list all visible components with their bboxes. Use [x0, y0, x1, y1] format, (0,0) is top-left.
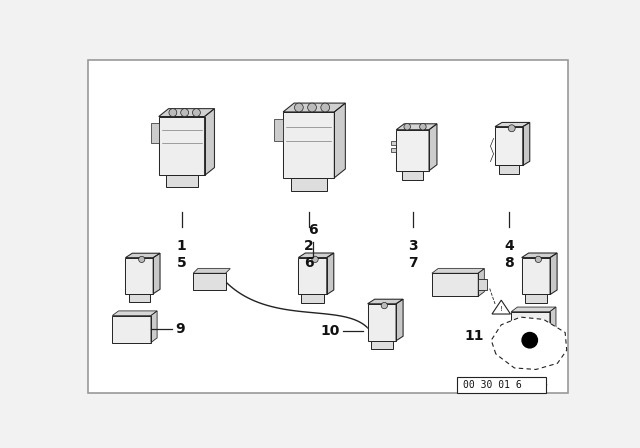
Polygon shape — [334, 103, 346, 178]
Polygon shape — [327, 253, 333, 294]
Bar — [371, 340, 393, 349]
Polygon shape — [283, 112, 334, 178]
Text: 11: 11 — [465, 329, 484, 344]
Polygon shape — [193, 269, 230, 273]
Circle shape — [321, 103, 330, 112]
Text: !: ! — [500, 306, 502, 312]
Bar — [478, 280, 488, 290]
Polygon shape — [368, 304, 396, 340]
Polygon shape — [396, 130, 429, 171]
Polygon shape — [495, 127, 523, 165]
Text: 3: 3 — [408, 238, 417, 253]
Polygon shape — [151, 311, 157, 343]
Bar — [193, 273, 225, 290]
Text: 1: 1 — [177, 238, 187, 253]
Bar — [291, 178, 326, 191]
Polygon shape — [550, 253, 557, 294]
Text: 6: 6 — [304, 255, 314, 270]
Circle shape — [404, 124, 410, 130]
Circle shape — [294, 103, 303, 112]
Polygon shape — [550, 307, 556, 336]
Circle shape — [522, 332, 538, 348]
Polygon shape — [432, 269, 484, 273]
Polygon shape — [522, 258, 550, 294]
Bar — [151, 123, 159, 143]
Polygon shape — [396, 124, 437, 130]
Circle shape — [381, 302, 387, 309]
Bar — [301, 294, 324, 303]
Bar — [432, 273, 478, 296]
Polygon shape — [523, 122, 530, 165]
Circle shape — [308, 103, 316, 112]
Bar — [458, 377, 546, 392]
Polygon shape — [298, 258, 327, 294]
Bar — [511, 312, 550, 336]
Polygon shape — [492, 317, 566, 370]
Circle shape — [180, 109, 189, 116]
Bar — [391, 148, 396, 151]
Polygon shape — [153, 253, 160, 294]
Polygon shape — [205, 109, 214, 176]
Polygon shape — [396, 299, 403, 340]
Bar — [129, 294, 150, 302]
Bar — [275, 119, 283, 141]
Polygon shape — [125, 258, 153, 294]
Text: 00 30 01 6: 00 30 01 6 — [463, 380, 522, 390]
Bar — [499, 165, 519, 174]
Circle shape — [312, 256, 318, 263]
Circle shape — [169, 109, 177, 116]
Text: 8: 8 — [504, 255, 514, 270]
Bar — [525, 294, 547, 303]
Circle shape — [420, 124, 426, 130]
Circle shape — [535, 256, 541, 263]
Polygon shape — [298, 253, 333, 258]
Polygon shape — [478, 269, 484, 296]
Circle shape — [193, 109, 200, 116]
Polygon shape — [283, 103, 346, 112]
Polygon shape — [511, 307, 556, 312]
Circle shape — [139, 256, 145, 263]
Polygon shape — [113, 311, 157, 315]
Text: 10: 10 — [320, 324, 340, 338]
Text: 9: 9 — [175, 322, 185, 336]
Bar — [166, 176, 198, 187]
Polygon shape — [429, 124, 437, 171]
Text: 4: 4 — [504, 238, 514, 253]
Polygon shape — [159, 116, 205, 176]
Text: 7: 7 — [408, 255, 417, 270]
Polygon shape — [125, 253, 160, 258]
Polygon shape — [495, 122, 530, 127]
Text: 5: 5 — [177, 255, 187, 270]
Polygon shape — [159, 109, 214, 116]
Text: 6: 6 — [308, 223, 317, 237]
Polygon shape — [368, 299, 403, 304]
Polygon shape — [492, 300, 511, 314]
Text: 2: 2 — [304, 238, 314, 253]
Circle shape — [508, 125, 515, 132]
Bar — [391, 141, 396, 145]
Bar — [402, 171, 423, 180]
Bar — [113, 315, 151, 343]
Polygon shape — [522, 253, 557, 258]
